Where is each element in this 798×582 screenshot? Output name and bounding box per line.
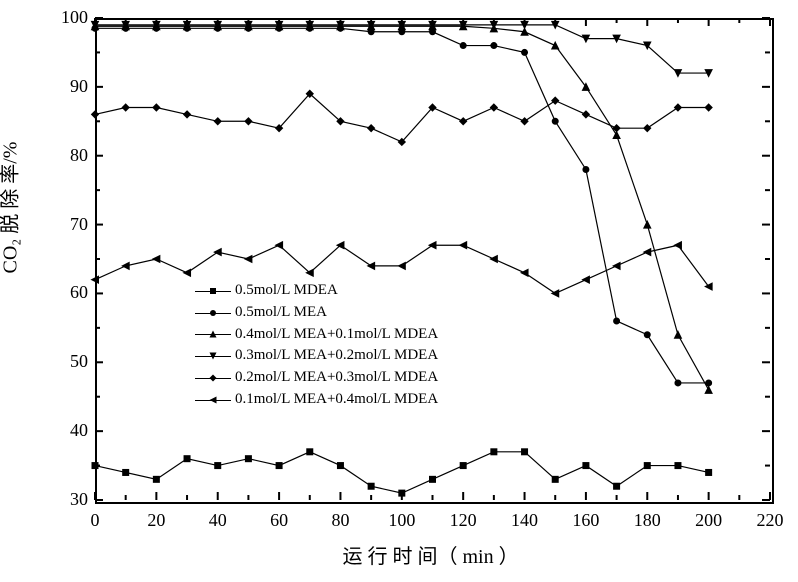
y-tick-label: 80	[50, 145, 88, 166]
legend-item: 0.5mol/L MDEA	[195, 280, 438, 302]
legend-item: 0.1mol/L MEA+0.4mol/L MDEA	[195, 389, 438, 411]
x-tick-label: 180	[634, 510, 661, 531]
x-tick-label: 60	[270, 510, 288, 531]
y-tick-label: 60	[50, 282, 88, 303]
x-tick-label: 80	[331, 510, 349, 531]
chart-container: CO₂ 脱 除 率/% 运 行 时 间（ min ） 30 40 50 60 70 80 9…	[0, 0, 798, 582]
y-tick-label: 30	[50, 489, 88, 510]
x-tick-label: 20	[147, 510, 165, 531]
legend-label: 0.2mol/L MEA+0.3mol/L MDEA	[235, 367, 438, 389]
legend-label: 0.4mol/L MEA+0.1mol/L MDEA	[235, 324, 438, 346]
y-tick-label: 90	[50, 76, 88, 97]
x-tick-label: 140	[511, 510, 538, 531]
y-tick-label: 70	[50, 214, 88, 235]
legend-item: 0.3mol/L MEA+0.2mol/L MDEA	[195, 345, 438, 367]
y-tick-label: 100	[50, 7, 88, 28]
x-tick-label: 100	[388, 510, 415, 531]
x-tick-label: 160	[572, 510, 599, 531]
legend-label: 0.1mol/L MEA+0.4mol/L MDEA	[235, 389, 438, 411]
y-tick-label: 50	[50, 351, 88, 372]
x-axis-label: 运 行 时 间（ min ）	[343, 540, 519, 569]
x-tick-label: 120	[450, 510, 477, 531]
x-tick-label: 220	[757, 510, 784, 531]
legend-label: 0.5mol/L MEA	[235, 302, 327, 324]
legend-item: 0.4mol/L MEA+0.1mol/L MDEA	[195, 324, 438, 346]
legend-item: 0.5mol/L MEA	[195, 302, 438, 324]
legend-label: 0.5mol/L MDEA	[235, 280, 338, 302]
legend-item: 0.2mol/L MEA+0.3mol/L MDEA	[195, 367, 438, 389]
legend-label: 0.3mol/L MEA+0.2mol/L MDEA	[235, 345, 438, 367]
x-tick-label: 40	[209, 510, 227, 531]
x-tick-label: 200	[695, 510, 722, 531]
y-tick-label: 40	[50, 420, 88, 441]
x-tick-label: 0	[91, 510, 100, 531]
y-axis-label: CO₂ 脱 除 率/%	[0, 254, 23, 274]
legend: 0.5mol/L MDEA0.5mol/L MEA0.4mol/L MEA+0.…	[195, 280, 438, 411]
